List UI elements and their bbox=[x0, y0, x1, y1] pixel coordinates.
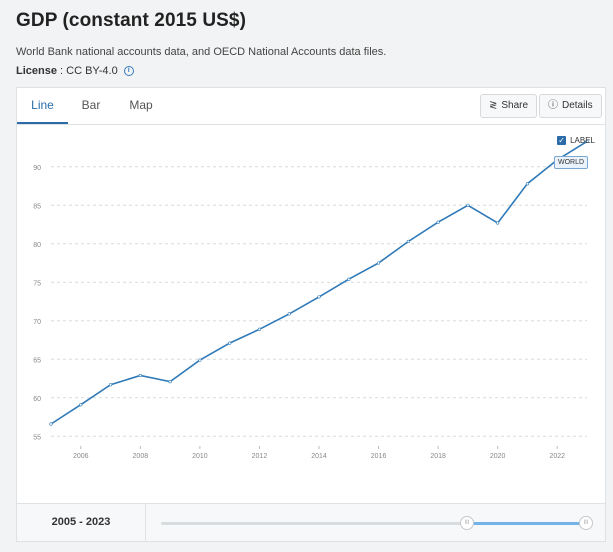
data-point bbox=[436, 220, 440, 224]
data-point bbox=[585, 139, 589, 143]
y-tick-label: 85 bbox=[33, 203, 41, 210]
slider-handle-end[interactable]: III bbox=[579, 516, 593, 530]
legend[interactable]: ✓ LABEL bbox=[557, 136, 595, 146]
chart-svg: 55 60 65 70 75 80 85 90 2006 2008 2010 2012 2014 2016… bbox=[33, 139, 589, 460]
data-point bbox=[496, 221, 500, 225]
y-tick-label: 60 bbox=[33, 396, 41, 403]
share-icon: ≷ bbox=[489, 100, 498, 111]
info-icon[interactable]: i bbox=[123, 66, 134, 77]
data-point bbox=[347, 277, 351, 281]
range-label: 2005 - 2023 bbox=[17, 504, 146, 541]
line-chart: 55 60 65 70 75 80 85 90 2006 2008 2010 2012 2014 2016… bbox=[17, 126, 605, 502]
share-label: Share bbox=[501, 100, 529, 111]
data-point bbox=[138, 373, 142, 378]
checkbox-icon[interactable]: ✓ bbox=[557, 136, 567, 146]
data-point bbox=[49, 422, 53, 426]
y-tick-label: 55 bbox=[33, 434, 41, 441]
x-tick-label: 2010 bbox=[192, 453, 208, 460]
details-button[interactable]: ⓘ Details bbox=[539, 94, 602, 118]
chart-card: Line Bar Map ≷ Share ⓘ Details 55 60 65 70 75 8… bbox=[16, 87, 606, 542]
x-tick-label: 2022 bbox=[549, 453, 565, 460]
data-point bbox=[525, 182, 530, 186]
tab-map[interactable]: Map bbox=[129, 98, 153, 112]
tab-line[interactable]: Line bbox=[17, 88, 68, 124]
data-point bbox=[376, 261, 381, 265]
series-tooltip: WORLD bbox=[554, 156, 589, 169]
data-point bbox=[257, 327, 262, 331]
share-button[interactable]: ≷ Share bbox=[480, 94, 538, 118]
y-tick-label: 75 bbox=[33, 280, 41, 287]
license-value: : CC BY-4.0 bbox=[56, 65, 118, 77]
y-tick-label: 90 bbox=[33, 165, 41, 172]
data-point bbox=[466, 203, 470, 207]
tab-bar: Line Bar Map ≷ Share ⓘ Details bbox=[17, 88, 605, 125]
x-tick-label: 2006 bbox=[73, 453, 89, 460]
data-point bbox=[168, 380, 172, 384]
x-tick-label: 2016 bbox=[371, 453, 387, 460]
data-point bbox=[228, 341, 232, 345]
source-note: World Bank national accounts data, and O… bbox=[16, 46, 387, 58]
data-point bbox=[317, 295, 321, 299]
data-point bbox=[108, 383, 113, 387]
info-icon: ⓘ bbox=[548, 100, 558, 111]
y-tick-label: 80 bbox=[33, 242, 41, 249]
data-point bbox=[79, 403, 83, 407]
license-line: License : CC BY-4.0 i bbox=[16, 65, 134, 77]
data-point bbox=[198, 358, 202, 362]
range-slider[interactable]: III III bbox=[161, 516, 593, 530]
y-tick-label: 70 bbox=[33, 319, 41, 326]
license-label: License bbox=[16, 65, 57, 77]
x-tick-label: 2008 bbox=[133, 453, 149, 460]
range-footer: 2005 - 2023 III III bbox=[17, 503, 605, 541]
details-label: Details bbox=[562, 100, 593, 111]
x-tick-label: 2014 bbox=[311, 453, 327, 460]
data-point bbox=[287, 312, 291, 316]
x-tick-label: 2018 bbox=[430, 453, 446, 460]
slider-fill bbox=[467, 522, 586, 525]
tab-bar-chart[interactable]: Bar bbox=[81, 98, 101, 112]
y-tick-label: 65 bbox=[33, 357, 41, 364]
x-tick-label: 2020 bbox=[490, 453, 506, 460]
legend-label: LABEL bbox=[570, 136, 595, 145]
slider-handle-start[interactable]: III bbox=[460, 516, 474, 530]
x-tick-label: 2012 bbox=[252, 453, 268, 460]
page-title: GDP (constant 2015 US$) bbox=[16, 10, 247, 31]
data-point bbox=[406, 239, 410, 244]
